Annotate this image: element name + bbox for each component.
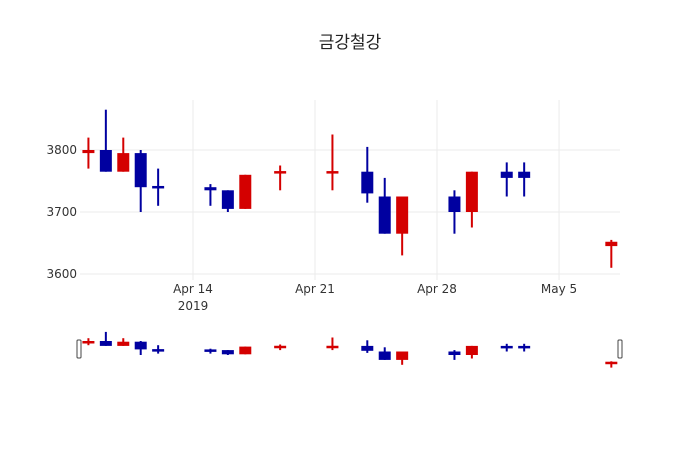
range-handle-left[interactable] <box>76 339 82 359</box>
mini-candle <box>465 345 478 359</box>
mini-candle <box>274 344 287 351</box>
x-tick-label: Apr 28 <box>417 282 457 296</box>
x-axis: Apr 14 2019 Apr 21 Apr 28 May 5 <box>173 282 577 313</box>
mini-candle <box>82 338 95 346</box>
candle <box>448 190 461 234</box>
candle <box>221 190 234 212</box>
candle <box>465 171 478 228</box>
mini-candle <box>605 361 618 368</box>
mini-candle <box>448 350 461 360</box>
mini-candle <box>378 347 391 360</box>
candle <box>326 134 339 191</box>
x-tick-label: Apr 21 <box>295 282 335 296</box>
candle <box>361 146 374 203</box>
x-tick-label: Apr 14 <box>173 282 213 296</box>
candles <box>82 109 618 268</box>
candle <box>82 137 95 169</box>
y-axis: 3600 3700 3800 <box>46 143 77 281</box>
candle <box>605 239 618 268</box>
mini-candle <box>134 341 147 355</box>
range-slider[interactable] <box>76 331 623 368</box>
candle <box>152 168 165 206</box>
mini-candle <box>239 346 252 355</box>
mini-candle <box>221 350 234 355</box>
mini-candle <box>99 331 112 346</box>
candle <box>518 162 531 197</box>
mini-candle <box>518 343 531 352</box>
candle <box>99 109 112 172</box>
candle <box>117 137 130 172</box>
mini-candle <box>117 338 130 346</box>
gridlines <box>80 100 620 280</box>
candle <box>500 162 513 197</box>
x-tick-year: 2019 <box>178 299 209 313</box>
mini-candle <box>500 343 513 352</box>
candle <box>396 196 409 256</box>
x-tick-label: May 5 <box>541 282 577 296</box>
chart-title: 금강철강 <box>319 33 382 53</box>
mini-candle <box>396 351 409 365</box>
candle <box>204 184 217 206</box>
range-handle-right[interactable] <box>617 339 623 359</box>
y-tick-label: 3600 <box>46 267 77 281</box>
mini-candle <box>326 337 339 351</box>
mini-candle <box>361 340 374 353</box>
candle <box>378 177 391 234</box>
candle <box>239 174 252 209</box>
y-tick-label: 3700 <box>46 205 77 219</box>
y-tick-label: 3800 <box>46 143 77 157</box>
mini-candle <box>152 345 165 354</box>
mini-candle <box>204 348 217 354</box>
candle <box>274 165 287 191</box>
candle <box>134 150 147 212</box>
